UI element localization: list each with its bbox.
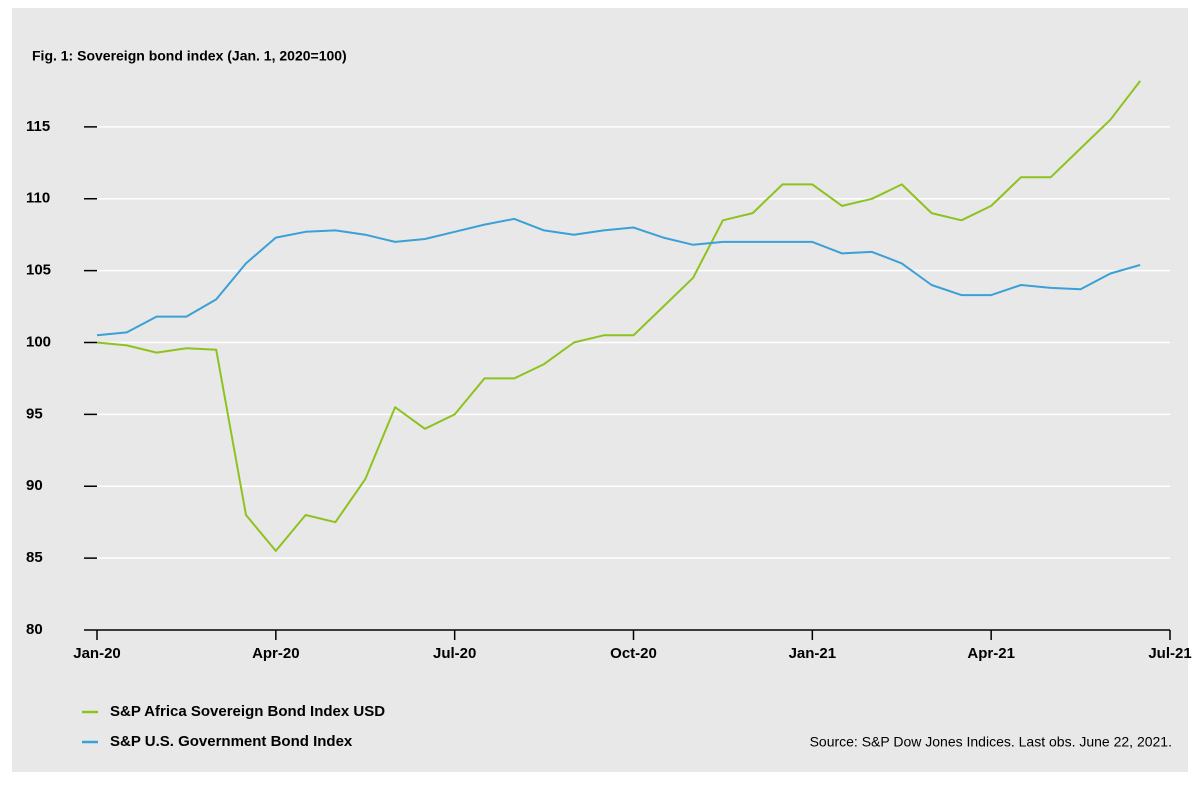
y-tick-label: 105 [26,262,51,279]
x-tick-label: Jan-20 [73,645,121,662]
chart-title: Fig. 1: Sovereign bond index (Jan. 1, 20… [32,48,347,64]
y-tick-label: 80 [26,621,43,638]
panel [12,8,1188,772]
series-line [96,217,1141,337]
y-tick-label: 90 [26,477,43,494]
y-tick-label: 110 [26,190,50,207]
legend-label: S&P U.S. Government Bond Index [110,733,353,750]
x-tick-label: Oct-20 [610,645,657,662]
x-tick-label: Apr-21 [967,645,1015,662]
x-tick-label: Jan-21 [789,645,837,662]
y-tick-label: 95 [26,405,43,422]
series-line [96,80,1141,552]
x-tick-label: Jul-21 [1148,645,1191,662]
y-tick-label: 115 [26,118,50,135]
y-tick-label: 85 [26,549,43,566]
legend-label: S&P Africa Sovereign Bond Index USD [110,703,385,720]
x-tick-label: Apr-20 [252,645,300,662]
x-tick-label: Jul-20 [433,645,476,662]
source: Source: S&P Dow Jones Indices. Last obs.… [810,734,1172,750]
y-tick-label: 100 [26,333,51,350]
